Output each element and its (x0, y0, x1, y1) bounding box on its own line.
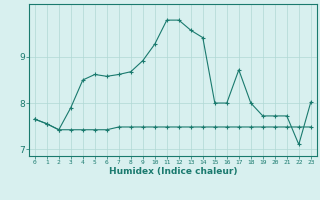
X-axis label: Humidex (Indice chaleur): Humidex (Indice chaleur) (108, 167, 237, 176)
